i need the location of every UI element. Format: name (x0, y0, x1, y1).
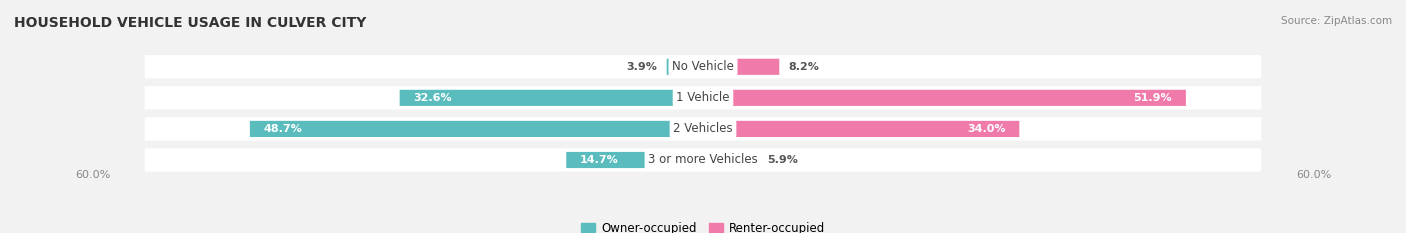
Text: 3.9%: 3.9% (627, 62, 658, 72)
Text: 1 Vehicle: 1 Vehicle (676, 91, 730, 104)
Text: 32.6%: 32.6% (413, 93, 453, 103)
FancyBboxPatch shape (145, 55, 1261, 79)
Text: 3 or more Vehicles: 3 or more Vehicles (648, 154, 758, 167)
FancyBboxPatch shape (703, 152, 758, 168)
Text: 5.9%: 5.9% (768, 155, 799, 165)
Legend: Owner-occupied, Renter-occupied: Owner-occupied, Renter-occupied (581, 222, 825, 233)
Text: HOUSEHOLD VEHICLE USAGE IN CULVER CITY: HOUSEHOLD VEHICLE USAGE IN CULVER CITY (14, 16, 367, 30)
FancyBboxPatch shape (703, 59, 779, 75)
Text: 60.0%: 60.0% (1296, 170, 1331, 180)
Text: 51.9%: 51.9% (1133, 93, 1173, 103)
Text: 34.0%: 34.0% (967, 124, 1005, 134)
FancyBboxPatch shape (567, 152, 703, 168)
FancyBboxPatch shape (145, 148, 1261, 172)
FancyBboxPatch shape (145, 117, 1261, 140)
Text: Source: ZipAtlas.com: Source: ZipAtlas.com (1281, 16, 1392, 26)
Text: 48.7%: 48.7% (264, 124, 302, 134)
FancyBboxPatch shape (399, 90, 703, 106)
FancyBboxPatch shape (703, 90, 1185, 106)
FancyBboxPatch shape (250, 121, 703, 137)
FancyBboxPatch shape (703, 121, 1019, 137)
Text: 8.2%: 8.2% (789, 62, 820, 72)
Text: 14.7%: 14.7% (581, 155, 619, 165)
Text: No Vehicle: No Vehicle (672, 60, 734, 73)
Text: 2 Vehicles: 2 Vehicles (673, 122, 733, 135)
Text: 60.0%: 60.0% (75, 170, 110, 180)
FancyBboxPatch shape (666, 59, 703, 75)
FancyBboxPatch shape (145, 86, 1261, 110)
